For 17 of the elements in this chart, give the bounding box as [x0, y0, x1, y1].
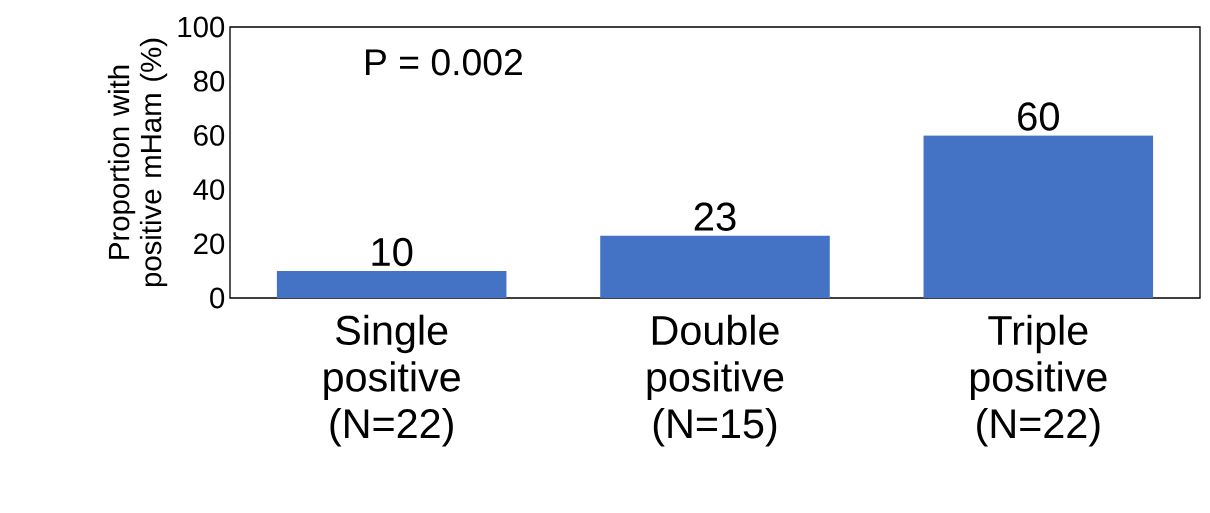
x-tick-label: Double positive (N=15) [647, 314, 784, 447]
y-tick-label: 60 [194, 125, 225, 146]
y-tick-label: 80 [193, 70, 225, 92]
x-tick-label: Triple positive (N=22) [970, 314, 1107, 447]
data-label: 60 [1018, 102, 1059, 131]
annotation: P = 0.002 [366, 49, 522, 76]
y-tick-label: 20 [194, 233, 225, 255]
y-tick-label: 40 [193, 179, 225, 200]
y-axis-title: Proportion with positive mHam (%) [107, 38, 168, 287]
bar [600, 235, 830, 298]
x-tick-label: Single positive (N=22) [324, 314, 460, 447]
y-tick-label: 100 [178, 16, 225, 38]
data-label: 10 [372, 237, 413, 267]
bar [276, 270, 507, 298]
y-tick-label: 0 [210, 287, 225, 309]
bar [923, 135, 1154, 298]
data-label: 23 [694, 202, 736, 231]
